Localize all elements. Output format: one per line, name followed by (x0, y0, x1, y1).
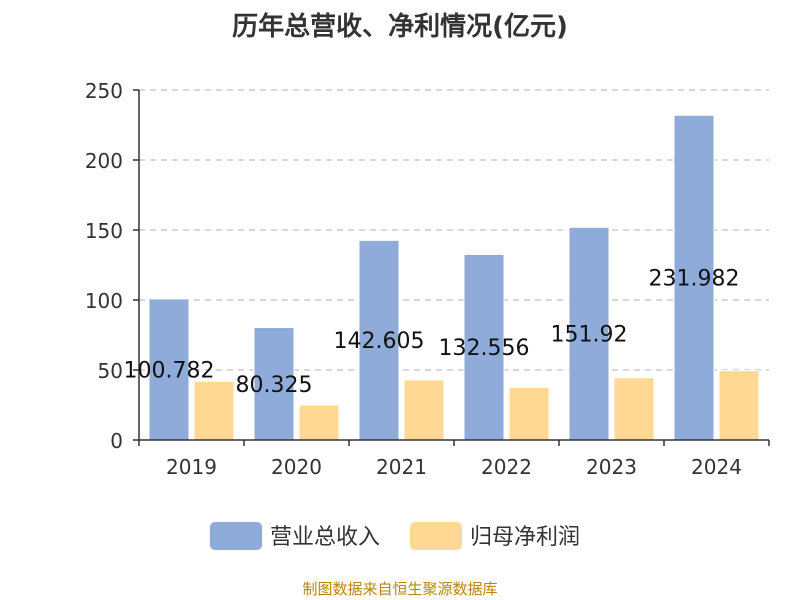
bars (148, 114, 760, 441)
y-tick-label: 250 (85, 79, 123, 103)
y-tick-label: 100 (85, 289, 123, 313)
profit-bar-2020 (298, 404, 340, 441)
revenue-bar-2024 (673, 114, 715, 441)
revenue-data-label: 80.325 (236, 373, 313, 398)
legend-label: 营业总收入 (270, 525, 380, 550)
y-tick-label: 0 (110, 429, 123, 453)
x-tick-label: 2022 (481, 455, 532, 479)
revenue-bar-2023 (568, 226, 610, 441)
axes: 0 50 100 150 200 250 2019 2020 2021 2022 2023 2024 (85, 79, 770, 479)
y-tick-label: 150 (85, 219, 123, 243)
revenue-data-label: 100.782 (124, 358, 215, 383)
x-tick-label: 2023 (586, 455, 637, 479)
revenue-bar-2019 (148, 298, 190, 441)
profit-bar-2019 (193, 380, 235, 441)
y-tick-label: 50 (98, 359, 123, 383)
revenue-data-label: 231.982 (649, 267, 740, 292)
source-note: 制图数据来自恒生聚源数据库 (302, 580, 498, 598)
revenue-data-label: 142.605 (334, 329, 425, 354)
revenue-data-label: 132.556 (439, 336, 530, 361)
x-tick-label: 2020 (271, 455, 322, 479)
x-tick-label: 2019 (166, 455, 217, 479)
legend-swatch (410, 522, 462, 550)
revenue-bar-2022 (463, 253, 505, 441)
chart-title: 历年总营收、净利情况(亿元) (232, 12, 568, 42)
profit-bar-2023 (613, 377, 655, 441)
legend-swatch (210, 522, 262, 550)
profit-bar-2021 (403, 379, 445, 441)
y-tick-label: 200 (85, 149, 123, 173)
legend-label: 归母净利润 (470, 525, 580, 550)
x-tick-label: 2021 (376, 455, 427, 479)
profit-bar-2022 (508, 387, 550, 441)
revenue-data-label: 151.92 (551, 323, 628, 348)
x-tick-label: 2024 (691, 455, 742, 479)
profit-bar-2024 (718, 370, 760, 441)
legend: 营业总收入 归母净利润 (210, 522, 580, 550)
data-labels: 100.782 80.325 142.605 132.556 151.92 231.982 (124, 267, 740, 398)
gridlines (139, 89, 769, 371)
